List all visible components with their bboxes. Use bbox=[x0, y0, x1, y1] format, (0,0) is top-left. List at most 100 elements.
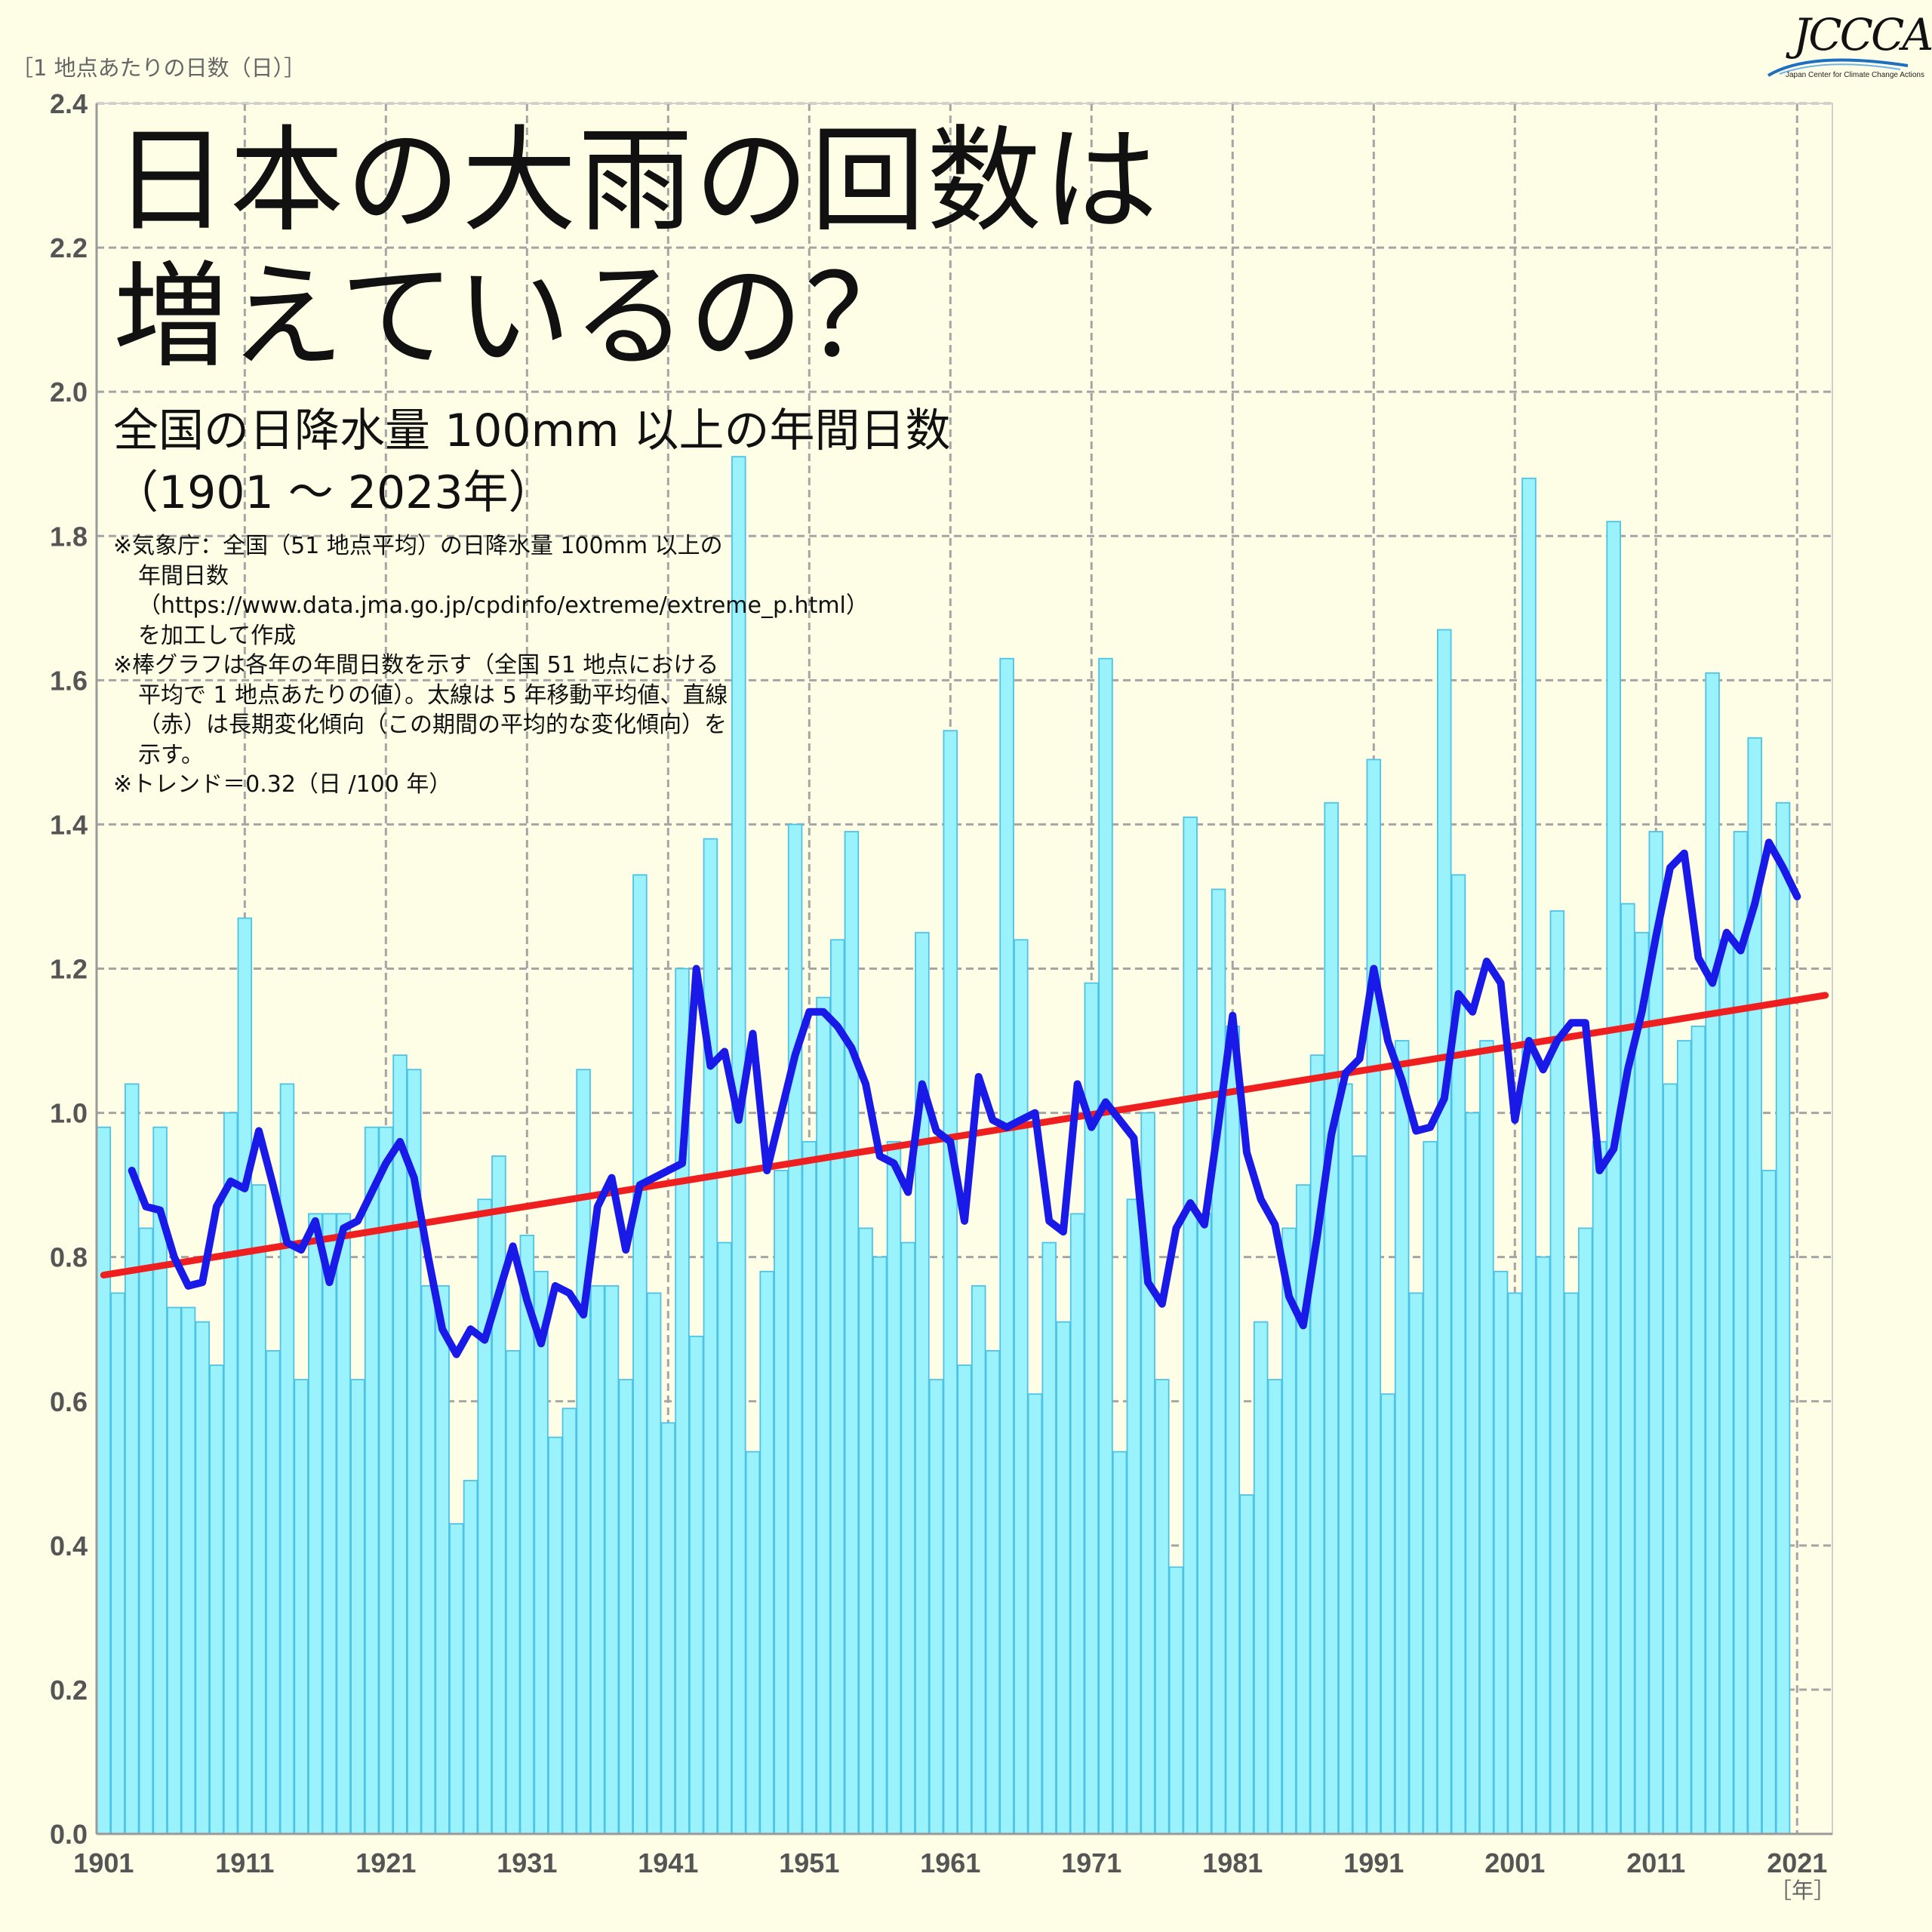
x-tick-label: 1911 bbox=[215, 1847, 274, 1878]
bar bbox=[561, 1407, 577, 1835]
bar bbox=[943, 730, 958, 1835]
trend-line-group bbox=[100, 992, 1829, 1279]
logo-swoosh-icon bbox=[1767, 58, 1909, 77]
x-tick-label: 1901 bbox=[73, 1847, 134, 1878]
bar bbox=[1112, 1451, 1128, 1835]
bar bbox=[251, 1184, 266, 1835]
x-tick-label: 1951 bbox=[779, 1847, 839, 1878]
trend-line bbox=[100, 992, 1829, 1279]
bar bbox=[534, 1270, 549, 1835]
bar bbox=[1183, 816, 1198, 1835]
bar bbox=[1663, 1083, 1678, 1835]
bar bbox=[759, 1270, 774, 1835]
x-tick-label: 2001 bbox=[1484, 1847, 1545, 1878]
x-tick-label: 1941 bbox=[638, 1847, 698, 1878]
bar bbox=[1592, 1140, 1607, 1835]
bar bbox=[180, 1306, 196, 1835]
bar bbox=[604, 1284, 620, 1835]
x-tick-label: 2011 bbox=[1626, 1847, 1685, 1878]
x-tick-label: 1991 bbox=[1343, 1847, 1404, 1878]
y-tick-label: 1.8 bbox=[50, 521, 88, 552]
bar bbox=[463, 1479, 478, 1835]
bar bbox=[1465, 1112, 1480, 1835]
note-source: ※気象庁：全国（51 地点平均）の日降水量 100mm 以上の年間日数（http… bbox=[113, 533, 869, 649]
bar bbox=[1239, 1494, 1254, 1835]
y-axis-unit-label: ［1 地点あたりの日数（日）］ bbox=[11, 55, 306, 81]
note-trend: ※トレンド＝0.32（日 /100 年） bbox=[113, 771, 452, 798]
bar bbox=[703, 838, 718, 1835]
bar bbox=[1366, 758, 1382, 1835]
bar bbox=[110, 1292, 125, 1835]
bar bbox=[660, 1422, 676, 1835]
bar bbox=[717, 1241, 732, 1835]
bar bbox=[915, 931, 930, 1835]
bar bbox=[1126, 1198, 1142, 1835]
bar bbox=[1281, 1227, 1297, 1835]
bar bbox=[985, 1349, 1001, 1835]
bar bbox=[1069, 1213, 1085, 1835]
bar bbox=[420, 1284, 436, 1835]
chart-title-line-2: 増えているの？ bbox=[113, 250, 921, 383]
bar bbox=[1197, 1213, 1212, 1835]
x-axis-unit-label: ［年］ bbox=[1770, 1878, 1835, 1903]
bar bbox=[294, 1379, 309, 1835]
bar bbox=[1479, 1040, 1494, 1835]
title-block: 日本の大雨の回数は 増えているの？ 全国の日降水量 100mm 以上の年間日数 … bbox=[113, 113, 1159, 800]
bar bbox=[1211, 888, 1226, 1835]
bar bbox=[957, 1364, 972, 1835]
y-tick-label: 2.0 bbox=[50, 377, 88, 408]
bar bbox=[632, 874, 648, 1835]
bar bbox=[618, 1379, 633, 1835]
bar bbox=[547, 1436, 563, 1835]
bar bbox=[96, 1126, 112, 1835]
x-tick-label: 1921 bbox=[355, 1847, 416, 1878]
bar bbox=[1056, 1321, 1071, 1835]
bar bbox=[858, 1227, 873, 1835]
y-tick-label: 1.6 bbox=[50, 665, 88, 696]
bar bbox=[1394, 1040, 1410, 1835]
bar bbox=[774, 1170, 789, 1835]
bar bbox=[1775, 801, 1791, 1835]
bar bbox=[1437, 629, 1452, 1835]
bar bbox=[1014, 939, 1029, 1835]
x-tick-label: 1971 bbox=[1061, 1847, 1121, 1878]
chart-title-line-1: 日本の大雨の回数は bbox=[113, 114, 1159, 248]
bar bbox=[1676, 1040, 1692, 1835]
bar bbox=[1690, 1026, 1706, 1835]
bar bbox=[1380, 1393, 1395, 1835]
bar bbox=[1168, 1566, 1184, 1835]
bar bbox=[195, 1321, 210, 1835]
bar bbox=[1309, 1054, 1325, 1835]
bar bbox=[477, 1198, 492, 1835]
bar bbox=[505, 1349, 521, 1835]
y-tick-label: 1.4 bbox=[50, 809, 88, 840]
y-tick-label: 0.6 bbox=[50, 1386, 88, 1417]
bar bbox=[449, 1523, 464, 1835]
y-tick-label: 1.2 bbox=[50, 954, 88, 985]
jccca-logo: JCCCA Japan Center for Climate Change Ac… bbox=[1764, 9, 1932, 85]
bar bbox=[1719, 939, 1734, 1835]
bar bbox=[646, 1292, 662, 1835]
bar bbox=[1267, 1379, 1283, 1835]
bar bbox=[1027, 1393, 1043, 1835]
bar bbox=[1324, 801, 1339, 1835]
logo-text: JCCCA bbox=[1793, 9, 1932, 60]
bar bbox=[872, 1256, 888, 1835]
bar bbox=[1098, 657, 1113, 1835]
bar bbox=[1338, 1083, 1353, 1835]
bar bbox=[886, 1140, 902, 1835]
bar bbox=[1155, 1379, 1170, 1835]
bar bbox=[321, 1213, 337, 1835]
bar bbox=[745, 1451, 761, 1835]
axes: 0.0 0.2 0.4 0.6 0.8 1.0 1.2 1.4 1.6 1.8 2.0 2.2 2.4 1… bbox=[50, 88, 1833, 1878]
bar bbox=[1352, 1155, 1367, 1835]
y-tick-label: 2.2 bbox=[50, 232, 88, 263]
bar bbox=[829, 939, 845, 1835]
y-tick-label: 1.0 bbox=[50, 1098, 88, 1129]
bar bbox=[167, 1306, 182, 1835]
bar bbox=[350, 1379, 365, 1835]
bar bbox=[138, 1227, 154, 1835]
bar bbox=[928, 1379, 944, 1835]
moving-average-line bbox=[128, 838, 1801, 1358]
